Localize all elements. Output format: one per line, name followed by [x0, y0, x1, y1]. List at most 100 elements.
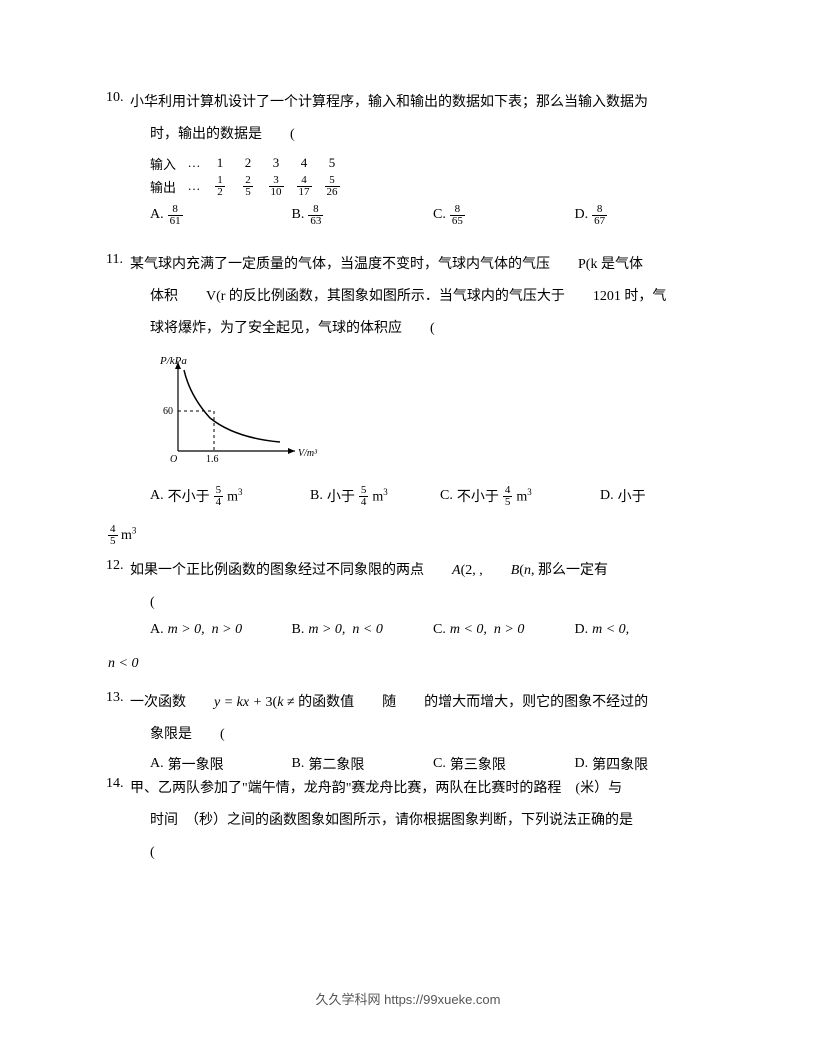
option-text: 小于 [618, 486, 646, 506]
option-label: D. [575, 622, 589, 638]
question-text: ( [130, 840, 716, 866]
origin-label: O [170, 454, 177, 465]
option-a: A. 861 [150, 204, 292, 227]
page: 10. 小华利用计算机设计了一个计算程序，输入和输出的数据如下表；那么当输入数据… [0, 0, 816, 1056]
option-text: m < 0, [592, 622, 629, 638]
option-c: C. 不小于 45 m3 [440, 485, 600, 508]
option-b: B. m > 0, n < 0 [292, 622, 434, 638]
table-cell: 1 [206, 155, 234, 171]
question-text: 某气球内充满了一定质量的气体，当温度不变时，气球内气体的气压 P(k 是气体 [130, 252, 716, 278]
page-footer: 久久学科网 https://99xueke.com [0, 989, 816, 1008]
table-header: 输入 [150, 154, 182, 173]
table-cell: 417 [290, 175, 318, 198]
option-a: A. 不小于 54 m3 [150, 485, 310, 508]
question-text: 体积 V(r 的反比例函数，其图象如图所示．当气球内的气压大于 1201 时，气 [130, 284, 716, 310]
question-number: 14. [106, 776, 124, 792]
question-10: 10. 小华利用计算机设计了一个计算程序，输入和输出的数据如下表；那么当输入数据… [130, 90, 716, 227]
option-label: D. [600, 488, 614, 504]
option-b: B. 863 [292, 204, 434, 227]
table-cell: 5 [318, 155, 346, 171]
option-text: 第四象限 [592, 754, 648, 774]
option-label: A. [150, 207, 164, 223]
option-text: 第三象限 [450, 754, 506, 774]
option-text: 第二象限 [308, 754, 364, 774]
question-13: 13. 一次函数 y = kx + 3(k ≠ 的函数值 随 的增大而增大，则它… [130, 690, 716, 774]
option-text: 不小于 [168, 486, 210, 506]
option-b: B. 小于 54 m3 [310, 485, 440, 508]
question-14: 14. 甲、乙两队参加了"端午情，龙舟韵"赛龙舟比赛，两队在比赛时的路程 (米）… [130, 776, 716, 872]
answer-options: A. 不小于 54 m3 B. 小于 54 m3 C. 不小于 45 m3 D.… [150, 485, 716, 508]
option-label: B. [292, 756, 305, 772]
option-label: A. [150, 488, 164, 504]
option-label: A. [150, 756, 164, 772]
question-text: 球将爆炸，为了安全起见，气球的体积应 ( [130, 316, 716, 342]
option-label: C. [440, 488, 453, 504]
option-d: D. m < 0, [575, 622, 717, 638]
question-number: 13. [106, 690, 124, 706]
hanging-option: n < 0 [108, 656, 138, 672]
unit: m3 [227, 487, 242, 506]
question-11: 11. 某气球内充满了一定质量的气体，当温度不变时，气球内气体的气压 P(k 是… [130, 252, 716, 508]
table-cell: 12 [206, 175, 234, 198]
option-text: 小于 [327, 486, 355, 506]
table-cell: 4 [290, 155, 318, 171]
table-cell: 2 [234, 155, 262, 171]
option-text: 第一象限 [168, 754, 224, 774]
question-number: 10. [106, 90, 124, 106]
option-label: C. [433, 756, 446, 772]
table-cell: … [182, 155, 206, 171]
option-d: D. 小于 [600, 485, 690, 508]
x-tick-label: 1.6 [206, 454, 219, 465]
answer-options: A. 861 B. 863 C. 865 D. 867 [150, 204, 716, 227]
option-label: C. [433, 207, 446, 223]
answer-options: A.第一象限 B.第二象限 C.第三象限 D.第四象限 [150, 754, 716, 774]
unit: m3 [372, 487, 387, 506]
table-cell: 310 [262, 175, 290, 198]
question-text: 如果一个正比例函数的图象经过不同象限的两点 A(2, , B(n, 那么一定有 [130, 558, 716, 584]
option-c: C.第三象限 [433, 754, 575, 774]
question-text: 甲、乙两队参加了"端午情，龙舟韵"赛龙舟比赛，两队在比赛时的路程 (米）与 [130, 776, 716, 802]
option-label: B. [292, 207, 305, 223]
option-text: 不小于 [457, 486, 499, 506]
option-label: D. [575, 207, 589, 223]
question-number: 11. [106, 252, 123, 268]
option-label: A. [150, 622, 164, 638]
option-c: C. m < 0, n > 0 [433, 622, 575, 638]
option-c: C. 865 [433, 204, 575, 227]
question-text: 时间 （秒）之间的函数图象如图所示，请你根据图象判断，下列说法正确的是 [130, 808, 716, 834]
table-cell: 25 [234, 175, 262, 198]
option-text: m < 0, n > 0 [450, 622, 525, 638]
table-cell: … [182, 178, 206, 194]
option-label: D. [575, 756, 589, 772]
table-header: 输出 [150, 177, 182, 196]
unit: m3 [121, 528, 136, 543]
question-text: 小华利用计算机设计了一个计算程序，输入和输出的数据如下表；那么当输入数据为 [130, 90, 716, 116]
option-text: m > 0, n < 0 [308, 622, 383, 638]
unit: m3 [516, 487, 531, 506]
x-axis-label: V/m³ [298, 448, 318, 459]
hanging-option: 45 m3 [108, 524, 136, 547]
question-text: 象限是 ( [130, 722, 716, 748]
option-label: B. [292, 622, 305, 638]
option-a: A.第一象限 [150, 754, 292, 774]
io-table-row-output: 输出 … 12 25 310 417 526 [150, 175, 716, 198]
option-text: m > 0, n > 0 [168, 622, 243, 638]
io-table-row-input: 输入 … 1 2 3 4 5 [150, 154, 716, 173]
answer-options: A. m > 0, n > 0 B. m > 0, n < 0 C. m < 0… [150, 622, 716, 638]
table-cell: 3 [262, 155, 290, 171]
question-text: 时，输出的数据是 ( [130, 122, 716, 148]
option-b: B.第二象限 [292, 754, 434, 774]
inverse-proportion-chart: P/kPa 60 1.6 O V/m³ [160, 356, 330, 466]
table-cell: 526 [318, 175, 346, 198]
option-d: D.第四象限 [575, 754, 717, 774]
question-number: 12. [106, 558, 124, 574]
option-label: C. [433, 622, 446, 638]
arrow-right-icon [288, 448, 295, 454]
question-text: 一次函数 y = kx + 3(k ≠ 的函数值 随 的增大而增大，则它的图象不… [130, 690, 716, 716]
option-d: D. 867 [575, 204, 717, 227]
curve [184, 370, 280, 442]
question-12: 12. 如果一个正比例函数的图象经过不同象限的两点 A(2, , B(n, 那么… [130, 558, 716, 638]
question-text: ( [130, 590, 716, 616]
option-label: B. [310, 488, 323, 504]
y-axis-label: P/kPa [160, 356, 187, 367]
